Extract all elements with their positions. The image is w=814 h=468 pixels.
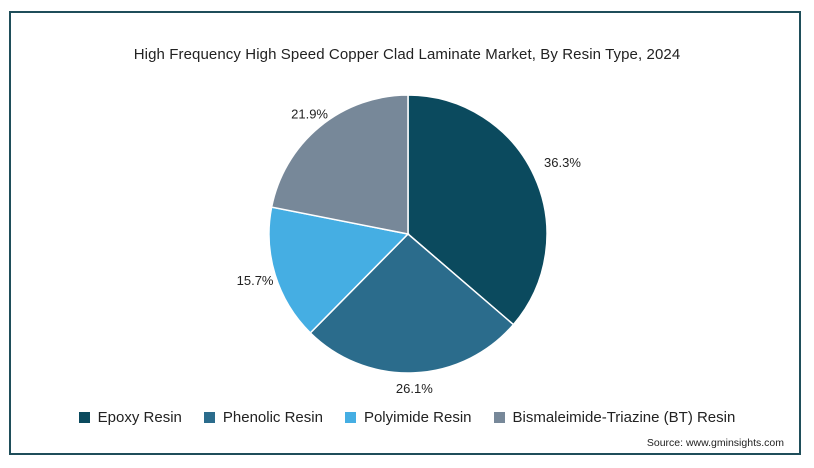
legend-swatch [493, 412, 505, 423]
pie-slice-epoxy-resin [407, 94, 548, 326]
legend-item: Epoxy Resin [78, 409, 182, 426]
slice-label: 15.7% [237, 273, 274, 288]
legend-swatch [78, 412, 90, 423]
legend-swatch [344, 412, 356, 423]
legend-item: Polyimide Resin [344, 409, 472, 426]
legend-item: Phenolic Resin [203, 409, 323, 426]
legend-label: Bismaleimide-Triazine (BT) Resin [512, 409, 736, 426]
legend: Epoxy Resin Phenolic Resin Polyimide Resin… [0, 409, 814, 426]
pie-slice-phenolic-resin [309, 232, 515, 374]
pie-slice-bismaleimide-triazine-bt-resin [270, 94, 409, 235]
legend-swatch [203, 412, 215, 423]
legend-item: Bismaleimide-Triazine (BT) Resin [493, 409, 736, 426]
legend-label: Epoxy Resin [97, 409, 182, 426]
slice-label: 21.9% [291, 106, 328, 121]
source-note: Source: www.gminsights.com [646, 437, 784, 449]
legend-label: Phenolic Resin [222, 409, 323, 426]
slice-label: 36.3% [544, 155, 581, 170]
legend-label: Polyimide Resin [363, 409, 472, 426]
pie-slice-polyimide-resin [268, 206, 410, 334]
chart-title: High Frequency High Speed Copper Clad La… [133, 46, 681, 63]
slice-label: 26.1% [396, 381, 433, 396]
